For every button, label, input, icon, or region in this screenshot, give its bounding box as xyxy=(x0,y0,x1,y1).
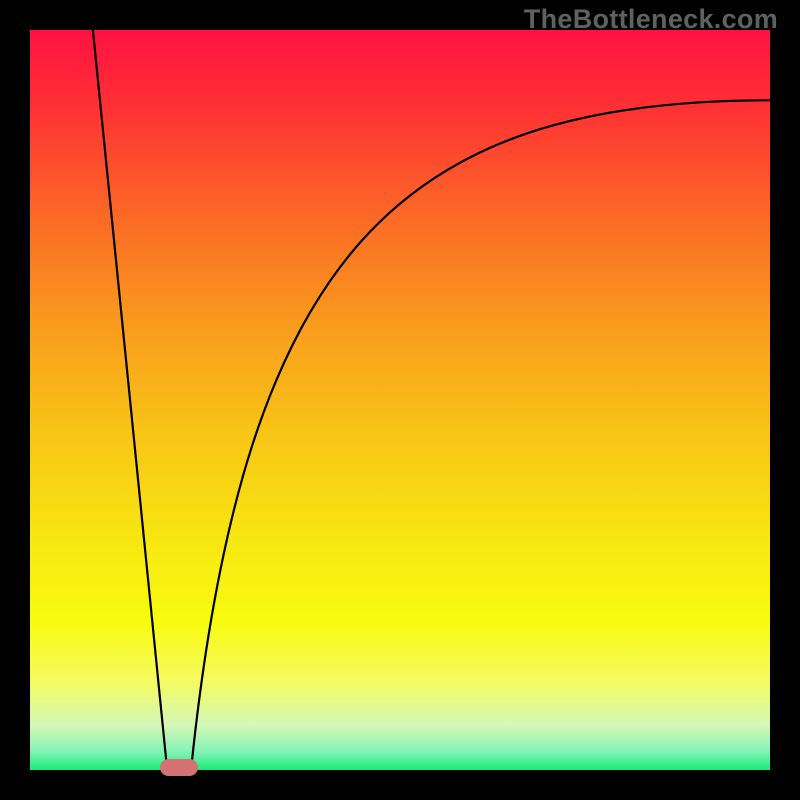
chart-svg xyxy=(30,30,770,770)
chart-frame-bottom xyxy=(0,770,800,800)
chart-plot-area xyxy=(30,30,770,770)
chart-frame-left xyxy=(0,0,30,800)
watermark-text: TheBottleneck.com xyxy=(524,4,778,35)
curve-left-line xyxy=(93,30,167,767)
curve-right-arc xyxy=(191,100,770,767)
chart-frame-right xyxy=(770,0,800,800)
chart-minimum-marker xyxy=(160,759,198,776)
